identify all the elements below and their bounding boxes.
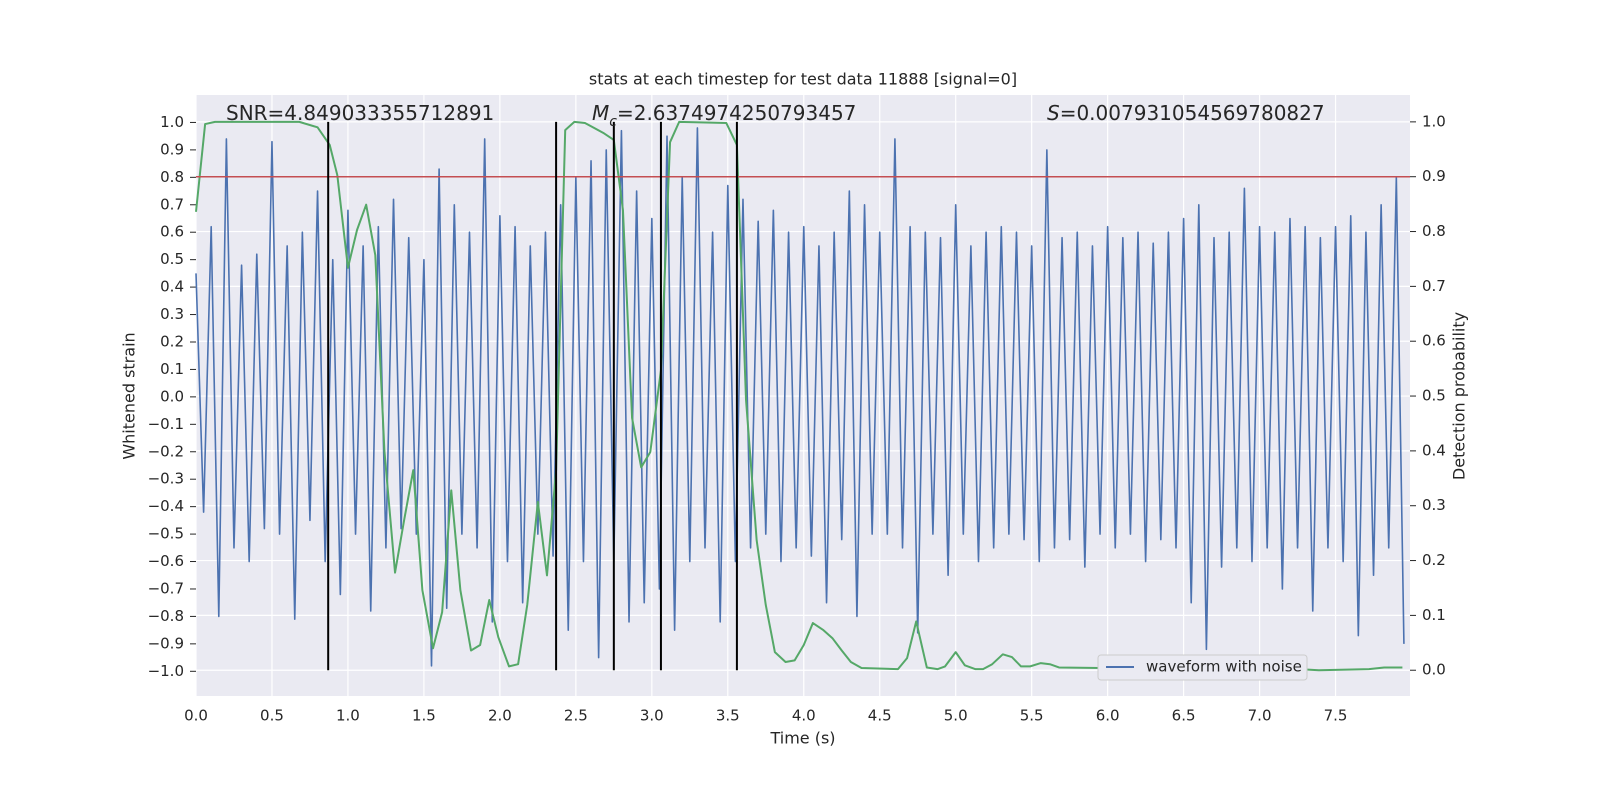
y2-tick-label: 0.9	[1422, 167, 1446, 185]
x-axis-label: Time (s)	[769, 729, 835, 748]
y-tick-label: 0.8	[160, 168, 184, 186]
annotation: S=0.007931054569780827	[1047, 101, 1325, 125]
y-axis-label: Whitened strain	[120, 332, 139, 459]
y2-tick-label: 0.0	[1422, 661, 1446, 679]
annotation-text: =0.007931054569780827	[1060, 101, 1325, 125]
annotation-symbol: S	[1047, 101, 1060, 125]
y2-tick-label: 0.1	[1422, 606, 1446, 624]
annotation-subscript: c	[609, 114, 617, 130]
x-tick-label: 6.0	[1096, 707, 1120, 725]
y-tick-label: −1.0	[148, 662, 184, 680]
y-tick-label: 0.3	[160, 305, 184, 323]
x-tick-label: 0.5	[260, 707, 284, 725]
x-tick-label: 3.0	[640, 707, 664, 725]
annotation-text: SNR=4.849033355712891	[226, 101, 494, 125]
y2-tick-label: 1.0	[1422, 112, 1446, 130]
y-tick-label: −0.1	[148, 415, 184, 433]
y-tick-label: −0.7	[148, 579, 184, 597]
y-tick-label: 0.1	[160, 360, 184, 378]
x-tick-label: 4.0	[792, 707, 816, 725]
legend-label: waveform with noise	[1146, 658, 1302, 676]
y-tick-label: −0.5	[148, 525, 184, 543]
y-tick-label: 0.7	[160, 195, 184, 213]
y-tick-label: 0.0	[160, 387, 184, 405]
x-tick-label: 5.0	[944, 707, 968, 725]
y2-tick-label: 0.3	[1422, 496, 1446, 514]
x-tick-label: 2.0	[488, 707, 512, 725]
y-tick-label: 0.4	[160, 278, 184, 296]
y-tick-label: −0.9	[148, 634, 184, 652]
y-tick-label: −0.6	[148, 552, 184, 570]
y2-tick-label: 0.7	[1422, 277, 1446, 295]
annotation-text: =2.6374974250793457	[617, 101, 856, 125]
x-tick-label: 7.5	[1324, 707, 1348, 725]
annotation: Mc=2.6374974250793457	[592, 101, 856, 131]
y2-tick-label: 0.6	[1422, 332, 1446, 350]
y2-tick-label: 0.8	[1422, 222, 1446, 240]
series-line	[195, 127, 1405, 667]
x-tick-label: 6.5	[1172, 707, 1196, 725]
x-tick-label: 1.0	[336, 707, 360, 725]
y-tick-label: −0.4	[148, 497, 184, 515]
x-tick-label: 3.5	[716, 707, 740, 725]
y-tick-label: 0.2	[160, 332, 184, 350]
annotation: SNR=4.849033355712891	[226, 101, 494, 125]
y-tick-label: −0.8	[148, 607, 184, 625]
y2-axis-label: Detection probability	[1450, 312, 1469, 480]
y2-tick-label: 0.5	[1422, 387, 1446, 405]
annotation-symbol: M	[592, 101, 609, 125]
x-tick-label: 2.5	[564, 707, 588, 725]
y-tick-label: 0.9	[160, 140, 184, 158]
y-tick-label: 0.6	[160, 223, 184, 241]
y-tick-label: −0.3	[148, 470, 184, 488]
y2-tick-label: 0.4	[1422, 441, 1446, 459]
legend-box	[1097, 654, 1308, 681]
y-tick-label: 0.5	[160, 250, 184, 268]
x-tick-label: 1.5	[412, 707, 436, 725]
y2-tick-label: 0.2	[1422, 551, 1446, 569]
x-tick-label: 5.5	[1020, 707, 1044, 725]
chart-title: stats at each timestep for test data 118…	[589, 70, 1017, 89]
x-tick-label: 7.0	[1248, 707, 1272, 725]
x-tick-label: 0.0	[184, 707, 208, 725]
y-tick-label: −0.2	[148, 442, 184, 460]
x-tick-label: 4.5	[868, 707, 892, 725]
y-tick-label: 1.0	[160, 113, 184, 131]
